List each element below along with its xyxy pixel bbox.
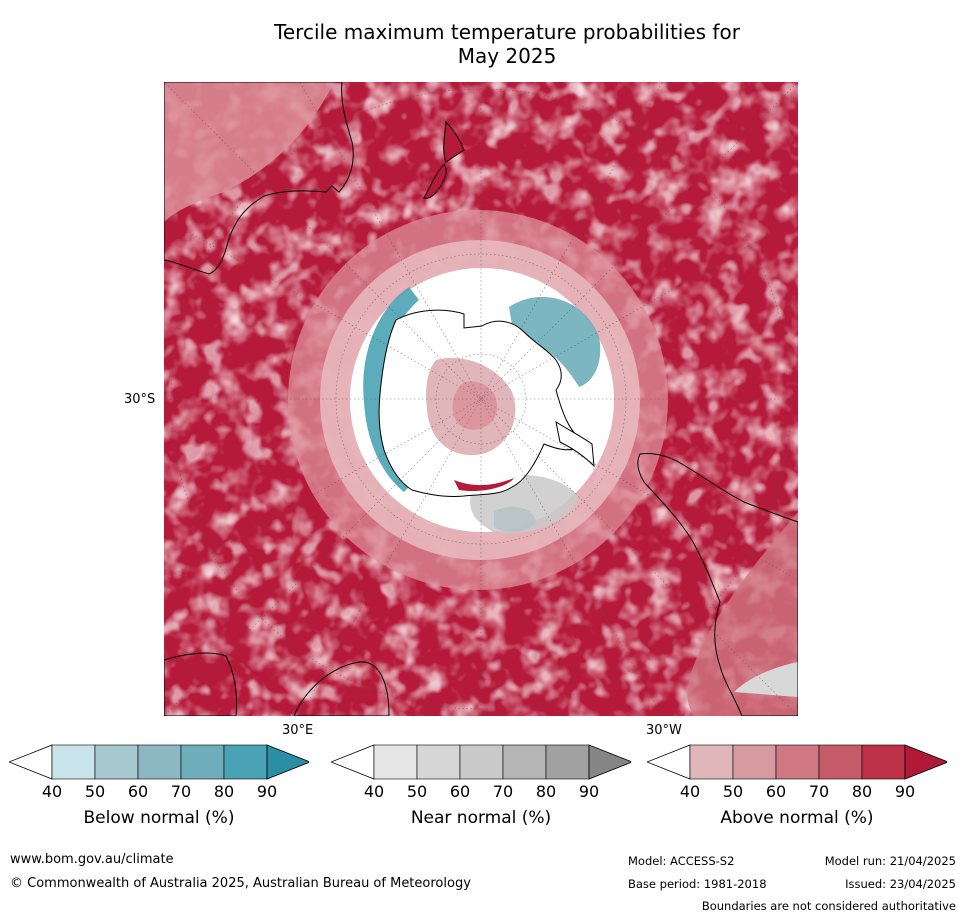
pale-band-bottom-right — [687, 512, 798, 716]
below-normal-patch-north — [509, 297, 601, 387]
colorbar-segment — [775, 744, 820, 780]
tick-label: 50 — [84, 782, 106, 801]
colorbar-near-normal — [331, 744, 631, 780]
colorbar-ticks-above: 40 50 60 70 80 90 — [647, 782, 947, 802]
tick-label: 40 — [363, 782, 385, 801]
colorbar-segment — [545, 744, 590, 780]
colorbar-extend-high — [904, 744, 947, 780]
pale-band-top-left — [164, 82, 334, 222]
australia-coast — [164, 82, 354, 275]
colorbar-segment — [94, 744, 139, 780]
website-link[interactable]: www.bom.gov.au/climate — [10, 852, 174, 867]
antarctic-peninsula — [555, 420, 595, 468]
colorbar-ticks-below: 40 50 60 70 80 90 — [9, 782, 309, 802]
colorbar-title-near: Near normal (%) — [410, 808, 552, 828]
new-zealand-south-island — [423, 163, 447, 199]
tick-label: 70 — [170, 782, 192, 801]
tick-label: 60 — [765, 782, 787, 801]
tick-label: 80 — [851, 782, 873, 801]
colorbar-above-normal — [647, 744, 947, 780]
tick-label: 80 — [535, 782, 557, 801]
model-run-date: Model run: 21/04/2025 — [824, 854, 956, 868]
tick-label: 90 — [578, 782, 600, 801]
latitude-label-30s: 30°S — [124, 392, 156, 407]
tick-label: 70 — [808, 782, 830, 801]
colorbar-segment — [689, 744, 734, 780]
africa-coast-2 — [293, 661, 390, 716]
map-title: Tercile maximum temperature probabilitie… — [0, 20, 965, 68]
colorbar-segment — [861, 744, 906, 780]
model-info: Model: ACCESS-S2 — [628, 854, 735, 868]
colorbar-below-normal — [9, 744, 309, 780]
colorbar-extend-low — [647, 744, 691, 780]
base-period: Base period: 1981-2018 — [628, 877, 767, 891]
colorbar-segment — [502, 744, 547, 780]
colorbar-title-below: Below normal (%) — [83, 808, 235, 828]
colorbar-ticks-near: 40 50 60 70 80 90 — [331, 782, 631, 802]
tick-label: 40 — [679, 782, 701, 801]
colorbar-title-above: Above normal (%) — [720, 808, 874, 828]
below-normal-arc-west — [363, 287, 419, 492]
ice-shelf-red-strip — [454, 478, 514, 492]
tick-label: 90 — [256, 782, 278, 801]
colorbar-segment — [459, 744, 504, 780]
near-normal-patch-bottom-right — [734, 662, 798, 697]
longitude-label-30w: 30°W — [646, 723, 682, 738]
africa-coast — [164, 652, 237, 716]
colorbar-extend-low — [9, 744, 53, 780]
boundaries-disclaimer: Boundaries are not considered authoritat… — [701, 899, 956, 913]
tick-label: 90 — [894, 782, 916, 801]
tick-label: 70 — [492, 782, 514, 801]
colorbar-segment — [818, 744, 863, 780]
tick-label: 60 — [127, 782, 149, 801]
tick-label: 40 — [41, 782, 63, 801]
title-line-2: May 2025 — [457, 44, 557, 68]
copyright-notice: © Commonwealth of Australia 2025, Austra… — [10, 876, 471, 891]
probability-map — [164, 82, 798, 716]
new-zealand-north-island — [443, 120, 465, 163]
issued-date: Issued: 23/04/2025 — [845, 877, 956, 891]
colorbar-segment — [373, 744, 418, 780]
colorbar-extend-high — [266, 744, 309, 780]
colorbar-extend-high — [588, 744, 631, 780]
colorbar-segment — [51, 744, 96, 780]
tick-label: 80 — [213, 782, 235, 801]
colorbar-segment — [137, 744, 182, 780]
colorbar-segment — [223, 744, 268, 780]
tick-label: 50 — [722, 782, 744, 801]
tick-label: 50 — [406, 782, 428, 801]
tick-label: 60 — [449, 782, 471, 801]
graticule — [164, 82, 798, 716]
colorbar-extend-low — [331, 744, 375, 780]
colorbar-segment — [416, 744, 461, 780]
colorbar-segment — [732, 744, 777, 780]
longitude-label-30e: 30°E — [282, 723, 314, 738]
colorbar-segment — [180, 744, 225, 780]
title-line-1: Tercile maximum temperature probabilitie… — [274, 20, 740, 44]
antarctica-interior-anomaly-2 — [452, 381, 498, 430]
south-america-coast — [637, 453, 798, 716]
